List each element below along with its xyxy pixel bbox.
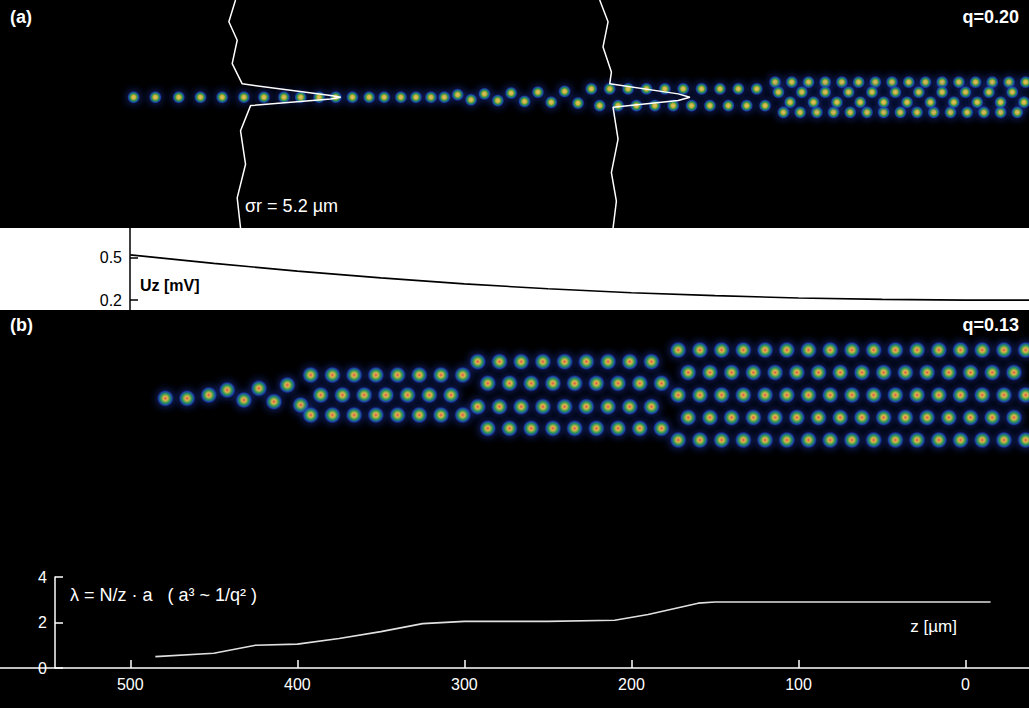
svg-text:λ = N/z · a ( a³ ~ 1/q² ): λ = N/z · a ( a³ ~ 1/q² ) bbox=[70, 585, 257, 605]
svg-text:300: 300 bbox=[451, 676, 478, 693]
svg-text:(b): (b) bbox=[10, 315, 33, 335]
svg-text:(a): (a) bbox=[10, 7, 32, 27]
svg-text:z [µm]: z [µm] bbox=[910, 617, 957, 636]
svg-text:200: 200 bbox=[618, 676, 645, 693]
svg-text:2: 2 bbox=[38, 614, 47, 631]
svg-text:500: 500 bbox=[117, 676, 144, 693]
svg-text:0: 0 bbox=[961, 676, 970, 693]
svg-text:400: 400 bbox=[284, 676, 311, 693]
svg-text:0.2: 0.2 bbox=[100, 292, 122, 309]
svg-text:4: 4 bbox=[38, 569, 47, 586]
svg-text:0: 0 bbox=[38, 660, 47, 677]
svg-text:σr = 5.2 µm: σr = 5.2 µm bbox=[245, 196, 338, 216]
svg-text:q=0.13: q=0.13 bbox=[962, 315, 1019, 335]
svg-text:Uz [mV]: Uz [mV] bbox=[140, 277, 200, 294]
svg-text:q=0.20: q=0.20 bbox=[962, 7, 1019, 27]
svg-text:0.5: 0.5 bbox=[100, 249, 122, 266]
svg-text:100: 100 bbox=[785, 676, 812, 693]
